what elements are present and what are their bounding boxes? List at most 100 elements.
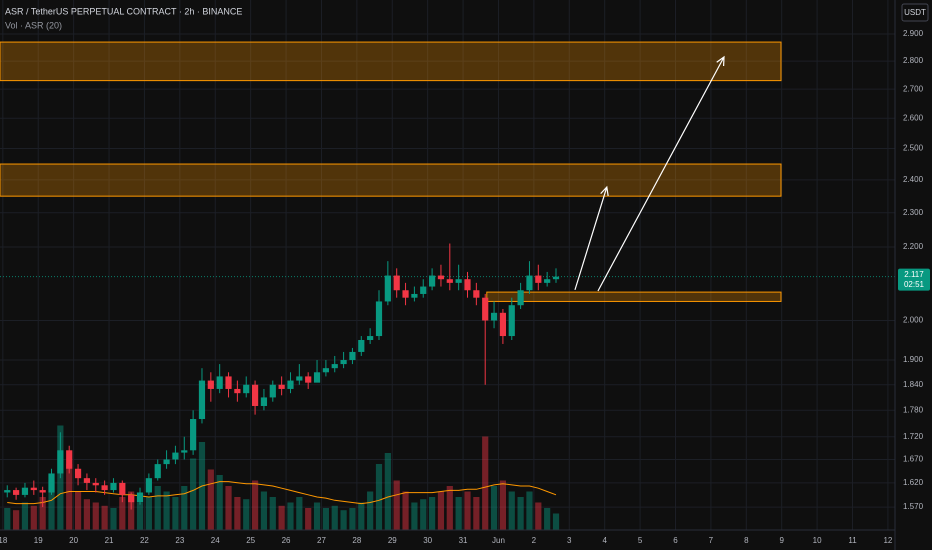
volume-bar — [455, 497, 462, 530]
y-tick-label: 1.620 — [903, 478, 924, 487]
candle-body — [190, 419, 197, 451]
candle-body — [429, 275, 436, 287]
zone — [0, 163, 782, 197]
currency-label[interactable]: USDT — [904, 8, 926, 17]
volume-bar — [83, 499, 91, 530]
candle-body — [48, 473, 55, 493]
volume-bar — [163, 491, 170, 530]
x-tick-label: 6 — [673, 536, 678, 545]
x-tick-label: 24 — [211, 536, 220, 545]
volume-bar — [136, 502, 144, 530]
candle-body — [331, 364, 338, 369]
x-tick-label: 2 — [532, 536, 537, 545]
candle-body — [234, 388, 241, 394]
candle-body — [296, 376, 303, 381]
volume-bar — [552, 513, 560, 530]
y-tick-label: 2.400 — [903, 175, 924, 184]
candle-body — [4, 490, 11, 493]
volume-bar — [367, 491, 374, 530]
candle-body — [340, 360, 347, 365]
x-tick-label: 3 — [567, 536, 572, 545]
y-tick-label: 2.500 — [903, 144, 924, 153]
candle-body — [92, 482, 99, 486]
volume-bar — [358, 502, 365, 530]
candle-body — [367, 336, 374, 340]
volume-bar — [384, 453, 391, 530]
candle-body — [375, 301, 383, 337]
x-tick-label: 22 — [140, 536, 149, 545]
zone — [0, 41, 782, 82]
volume-bar — [544, 508, 551, 530]
x-tick-label: 29 — [388, 536, 397, 545]
candle-body — [128, 494, 135, 503]
x-tick-label: 5 — [638, 536, 643, 545]
y-tick-label: 2.700 — [903, 84, 924, 93]
x-tick-label: 11 — [848, 536, 857, 545]
x-tick-label: 21 — [105, 536, 114, 545]
volume-bar — [181, 486, 188, 530]
candle-body — [74, 468, 82, 479]
volume-bar — [437, 491, 445, 530]
x-tick-label: 27 — [317, 536, 326, 545]
candle-body — [243, 384, 250, 394]
volume-bar — [30, 505, 37, 530]
volume-bar — [340, 510, 347, 530]
volume-bar — [21, 502, 29, 530]
candle-body — [464, 279, 471, 291]
candle-body — [411, 293, 418, 298]
y-tick-label: 2.300 — [903, 208, 924, 217]
volume-bar — [499, 480, 507, 530]
candle-body — [278, 384, 285, 389]
y-tick-label: 2.800 — [903, 56, 924, 65]
candle-body — [544, 279, 551, 283]
candle-body — [251, 384, 259, 406]
volume-bar — [243, 499, 250, 530]
y-tick-label: 1.780 — [903, 405, 924, 414]
candle-body — [305, 376, 312, 383]
x-tick-label: 4 — [602, 536, 607, 545]
volume-bar — [4, 508, 11, 530]
volume-bar — [92, 502, 99, 530]
volume-ma-line — [7, 481, 557, 505]
volume-bar — [482, 436, 489, 530]
volume-bar — [278, 505, 285, 530]
volume-bar — [526, 491, 533, 530]
volume-bar — [145, 497, 152, 530]
candle-body — [490, 312, 498, 321]
y-tick-label: 1.720 — [903, 432, 924, 441]
x-tick-label: 30 — [423, 536, 432, 545]
y-tick-label: 1.840 — [903, 380, 924, 389]
arrow — [574, 185, 609, 291]
axes-layer: 2.900 2.800 2.700 2.600 2.500 2.400 2.300 2.200… — [0, 29, 930, 545]
candle-body — [482, 297, 489, 321]
candle-body — [21, 487, 29, 495]
x-tick-label: 23 — [175, 536, 184, 545]
candle-body — [57, 450, 64, 474]
volume-bar — [349, 508, 356, 530]
volume-bar — [464, 491, 471, 530]
y-tick-label: 1.670 — [903, 455, 924, 464]
x-tick-label: 31 — [459, 536, 468, 545]
volume-bar — [101, 505, 108, 530]
candle-body — [473, 290, 480, 298]
candle-body — [358, 339, 365, 352]
volume-bar — [216, 475, 223, 530]
volume-bar — [154, 486, 161, 530]
candle-body — [216, 376, 223, 389]
candle-body — [83, 478, 91, 483]
volume-bar — [269, 497, 276, 530]
volume-bar — [331, 505, 338, 530]
volume-bar — [429, 497, 436, 530]
candle-body — [66, 450, 73, 469]
candle-body — [402, 290, 409, 298]
currency-box[interactable] — [901, 3, 929, 22]
volume-bar — [305, 508, 312, 530]
volume-bar — [517, 497, 524, 530]
candle-body — [30, 487, 37, 491]
candle-body — [287, 380, 294, 389]
candle-body — [322, 368, 329, 373]
x-tick-label: 9 — [779, 536, 784, 545]
candle-body — [446, 279, 453, 283]
candle-body — [207, 380, 214, 389]
